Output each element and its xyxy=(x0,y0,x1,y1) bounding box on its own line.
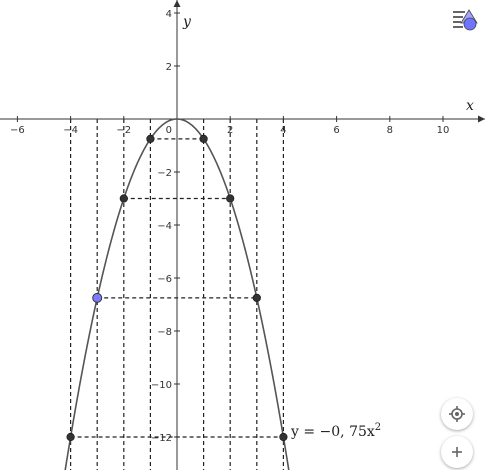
origin-label: 0 xyxy=(166,125,172,136)
x-tick-label: 6 xyxy=(333,125,339,136)
zoom-in-icon xyxy=(452,447,462,457)
x-tick-label: 4 xyxy=(280,125,286,136)
function-label-exponent: 2 xyxy=(375,422,381,433)
point[interactable] xyxy=(119,194,128,203)
zoom-in-button[interactable] xyxy=(441,436,473,468)
point[interactable] xyxy=(252,293,261,302)
y-tick-label: −10 xyxy=(151,380,172,391)
x-axis-label: x xyxy=(466,98,474,114)
x-tick-label: 8 xyxy=(387,125,393,136)
point[interactable] xyxy=(279,432,288,442)
function-label-main: y = −0, 75x xyxy=(290,424,375,440)
style-bar-toggle[interactable] xyxy=(447,3,483,35)
style-bar-icon xyxy=(453,9,478,31)
y-tick-label: 2 xyxy=(166,62,172,73)
parabola-curve[interactable] xyxy=(63,118,292,470)
x-tick-label: −4 xyxy=(63,125,78,136)
y-tick-label: −4 xyxy=(157,221,172,232)
x-tick-label: −2 xyxy=(116,125,131,136)
point[interactable] xyxy=(199,134,208,143)
recenter-icon xyxy=(449,406,465,422)
x-tick-label: 10 xyxy=(437,125,450,136)
x-tick-label: −6 xyxy=(10,125,25,136)
y-axis-arrow xyxy=(173,0,181,7)
y-tick-label: −6 xyxy=(157,274,172,285)
y-tick-label: −12 xyxy=(151,433,172,444)
point[interactable] xyxy=(226,194,235,203)
highlighted-point[interactable] xyxy=(92,292,103,303)
x-tick-label: 2 xyxy=(227,125,233,136)
function-label[interactable]: y = −0, 75x2 xyxy=(290,422,381,440)
x-axis-arrow xyxy=(478,115,485,123)
point[interactable] xyxy=(146,134,155,143)
y-tick-label: −8 xyxy=(157,327,172,338)
axis-ticks: −6 −4 −2 2 4 6 8 10 4 2 −2 −4 −6 −8 −10 −12 0 xyxy=(10,9,449,444)
y-tick-label: −2 xyxy=(157,168,172,179)
y-tick-label: 4 xyxy=(166,9,172,20)
y-axis-label: y xyxy=(182,14,192,30)
recenter-button[interactable] xyxy=(441,398,473,430)
points-layer xyxy=(66,134,288,442)
point[interactable] xyxy=(66,432,75,442)
